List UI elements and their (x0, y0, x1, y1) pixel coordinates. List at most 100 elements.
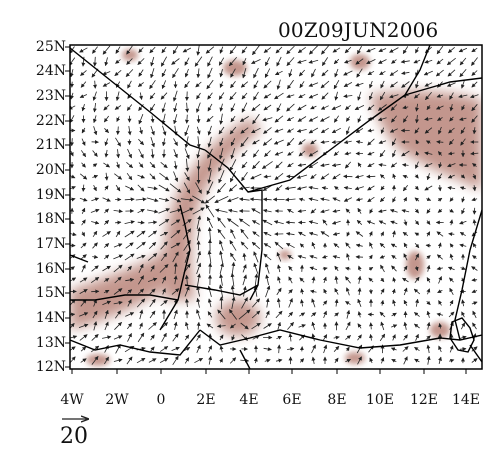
wind-vector (460, 80, 465, 89)
wind-vector (102, 265, 111, 272)
wind-vector (228, 208, 238, 213)
wind-vector (182, 218, 192, 227)
wind-vector (310, 208, 317, 214)
wind-vector (218, 92, 225, 100)
wind-vector (104, 185, 109, 191)
wind-vector (297, 46, 306, 54)
wind-vector (230, 138, 236, 147)
wind-vector (426, 310, 431, 318)
wind-vector (379, 174, 385, 179)
wind-vector (219, 103, 224, 112)
wind-vector (103, 104, 110, 111)
wind-vector (265, 298, 270, 308)
wind-vector (102, 82, 111, 87)
lat-label-20n: 20N (35, 162, 66, 178)
wind-vector (379, 242, 386, 248)
wind-vector (414, 185, 419, 191)
wind-vector (228, 56, 238, 67)
wind-vector (460, 266, 466, 271)
wind-vector (70, 186, 76, 190)
wind-vector (206, 181, 214, 195)
wind-vector (207, 216, 213, 228)
wind-vector (377, 117, 387, 122)
wind-vector (93, 185, 97, 192)
wind-vector (102, 231, 111, 237)
wind-vector (136, 298, 146, 308)
wind-vector (275, 46, 283, 54)
wind-vector (208, 345, 212, 353)
wind-vector (251, 103, 261, 112)
wind-vector (185, 102, 190, 113)
wind-vector (92, 230, 98, 238)
wind-vector (471, 266, 478, 271)
wind-vector (392, 277, 397, 283)
wind-vector (470, 151, 479, 156)
wind-vector (196, 344, 201, 353)
wind-vector (368, 277, 374, 283)
wind-vector (172, 333, 179, 342)
axis-ticks (65, 46, 467, 374)
wind-vector (115, 46, 121, 54)
wind-vector (424, 185, 433, 191)
wind-vector (343, 185, 352, 190)
wind-vector (426, 344, 431, 354)
wind-vector (80, 81, 87, 88)
wind-vector (70, 105, 76, 110)
wind-vector (436, 45, 444, 55)
wind-vector (149, 80, 156, 90)
wind-vector (218, 57, 225, 66)
wind-vector (276, 103, 282, 112)
wind-vector (402, 184, 409, 192)
wind-vector (274, 92, 284, 100)
wind-vector (160, 252, 168, 262)
wind-vector (169, 208, 182, 213)
wind-vector (471, 346, 478, 352)
wind-vector (426, 300, 431, 306)
wind-vector (173, 309, 178, 320)
wind-vector (379, 91, 386, 101)
wind-vector (355, 128, 364, 133)
border-mali-west (70, 294, 179, 301)
wind-vector (81, 231, 85, 237)
wind-vector (426, 197, 432, 201)
wind-vector (229, 357, 237, 364)
wind-vector (183, 239, 191, 251)
wind-vector (196, 250, 202, 263)
wind-vector (207, 67, 213, 79)
wind-vector (367, 70, 375, 76)
wind-vector (261, 161, 273, 169)
wind-vector (459, 335, 467, 340)
wind-vector (368, 254, 373, 260)
wind-vector (70, 335, 78, 340)
wind-vector (207, 250, 212, 264)
wind-vector (159, 172, 170, 181)
wind-vector (136, 241, 146, 250)
wind-vector (126, 322, 133, 330)
wind-vector (402, 174, 409, 179)
wind-vector (115, 184, 121, 192)
wind-vector (273, 139, 284, 145)
wind-vector (218, 158, 225, 172)
wind-vector (322, 266, 328, 271)
wind-vector (230, 68, 236, 78)
wind-vector (240, 322, 249, 330)
wind-vector (70, 299, 76, 306)
wind-vector (458, 47, 468, 53)
wind-vector (219, 147, 224, 160)
wind-vector (311, 333, 316, 342)
wind-vector (148, 322, 157, 330)
wind-vector (298, 93, 306, 99)
wind-vector (357, 265, 362, 272)
wind-vector (126, 104, 133, 111)
wind-vector (449, 299, 454, 306)
wind-vector (414, 358, 420, 363)
wind-vector (70, 356, 76, 364)
wind-vector (124, 253, 135, 261)
border-algeria-niger (204, 45, 431, 193)
wind-vector (472, 163, 477, 168)
wind-vector (333, 345, 340, 352)
wind-vector (380, 299, 385, 306)
wind-vector (242, 252, 247, 261)
wind-vector (161, 276, 167, 284)
wind-vector (91, 334, 99, 341)
